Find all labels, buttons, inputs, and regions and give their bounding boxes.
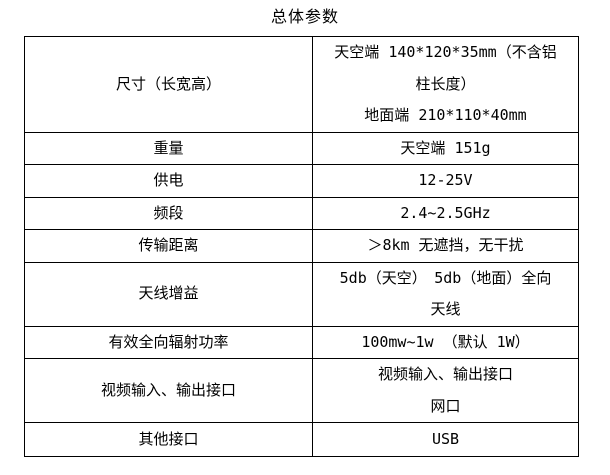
param-label-text: 天线增益	[138, 284, 199, 303]
param-label: 重量	[24, 131, 313, 165]
param-label-text: 视频输入、输出接口	[100, 380, 236, 399]
param-value-line: 天线	[430, 300, 461, 318]
param-label: 尺寸（长宽高）	[24, 36, 313, 133]
param-label: 视频输入、输出接口	[24, 358, 313, 423]
param-value: 天空端 151g	[312, 131, 579, 165]
param-label-text: 供电	[153, 171, 184, 189]
table-row: 其他接口 USB	[24, 422, 579, 457]
param-label: 天线增益	[24, 261, 313, 327]
param-value: 100mw~1w （默认 1W）	[312, 325, 579, 359]
param-label: 其他接口	[24, 422, 313, 457]
param-value-line: 柱长度）	[415, 74, 476, 93]
param-label: 有效全向辐射功率	[24, 325, 313, 359]
table-row: 视频输入、输出接口 视频输入、输出接口 网口	[24, 358, 579, 423]
param-value-line: 天空端 151g	[400, 138, 491, 157]
param-value: USB	[312, 422, 579, 457]
param-value: 2.4~2.5GHz	[312, 196, 579, 230]
param-label-text: 其他接口	[138, 429, 199, 448]
param-value-line: 天空端 140*120*35mm（不含铝	[334, 43, 557, 61]
param-label: 传输距离	[24, 229, 313, 263]
table-row: 天线增益 5db（天空） 5db（地面）全向 天线	[24, 261, 579, 327]
param-label-text: 传输距离	[138, 236, 199, 254]
parameters-table: 尺寸（长宽高） 天空端 140*120*35mm（不含铝 柱长度） 地面端 210*1…	[24, 36, 579, 457]
param-value: 视频输入、输出接口 网口	[312, 358, 579, 423]
param-label-text: 频段	[153, 203, 184, 222]
param-value-line: 2.4~2.5GHz	[400, 203, 491, 222]
table-row: 重量 天空端 151g	[24, 131, 579, 165]
param-value: 5db（天空） 5db（地面）全向 天线	[312, 261, 579, 327]
param-value: 12-25V	[312, 164, 579, 198]
table-row: 频段 2.4~2.5GHz	[24, 196, 579, 230]
param-label: 频段	[24, 196, 313, 230]
param-value-line: 地面端 210*110*40mm	[364, 106, 527, 124]
param-value: 天空端 140*120*35mm（不含铝 柱长度） 地面端 210*110*40mm	[312, 36, 579, 133]
param-value-line: 网口	[430, 396, 461, 415]
param-label-text: 重量	[153, 138, 184, 157]
parameters-table-body: 尺寸（长宽高） 天空端 140*120*35mm（不含铝 柱长度） 地面端 210*1…	[24, 36, 579, 457]
table-row: 有效全向辐射功率 100mw~1w （默认 1W）	[24, 325, 579, 359]
param-value-line: 视频输入、输出接口	[377, 365, 513, 383]
param-value-line: 100mw~1w （默认 1W）	[361, 332, 530, 351]
param-label-text: 尺寸（长宽高）	[115, 74, 221, 93]
param-value-line: ＞8km 无遮挡，无干扰	[367, 236, 524, 254]
page-title: 总体参数	[270, 7, 339, 26]
param-label: 供电	[24, 164, 313, 198]
param-label-text: 有效全向辐射功率	[108, 332, 229, 351]
param-value-line: 5db（天空） 5db（地面）全向	[339, 268, 552, 287]
param-value-line: 12-25V	[418, 171, 473, 189]
param-value: ＞8km 无遮挡，无干扰	[312, 229, 579, 263]
table-row: 尺寸（长宽高） 天空端 140*120*35mm（不含铝 柱长度） 地面端 210*1…	[24, 36, 579, 133]
param-value-line: USB	[431, 429, 460, 448]
table-row: 传输距离 ＞8km 无遮挡，无干扰	[24, 229, 579, 263]
table-row: 供电 12-25V	[24, 164, 579, 198]
